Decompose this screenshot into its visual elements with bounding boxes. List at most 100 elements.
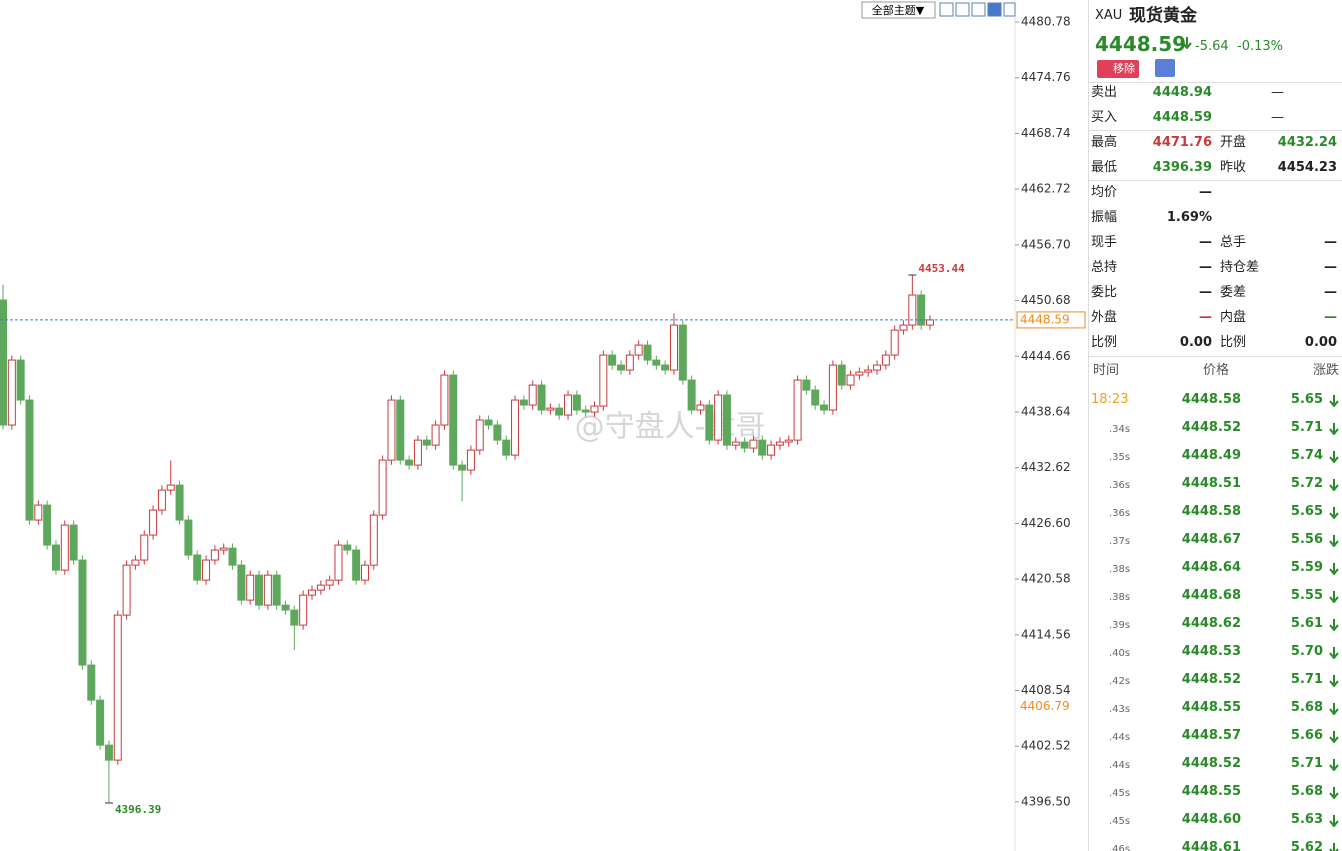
candle-body	[873, 364, 882, 371]
candle-body	[881, 354, 890, 366]
candle-body	[449, 374, 458, 466]
arrow-icon	[1329, 619, 1339, 632]
tick-time: .34s	[1109, 424, 1131, 435]
separator	[1089, 356, 1342, 357]
quote-value: —	[1324, 260, 1337, 275]
candle-body	[316, 584, 325, 591]
change-pct: -0.13%	[1237, 39, 1283, 54]
tick-price: 4448.60	[1181, 812, 1241, 827]
candle-body	[758, 439, 767, 456]
candle-body	[334, 544, 343, 581]
tick-arrow	[1329, 814, 1339, 832]
tick-price: 4448.58	[1181, 504, 1241, 519]
tick-price: 4448.52	[1181, 420, 1241, 435]
toolbar-icon[interactable]	[955, 2, 970, 17]
separator	[1089, 130, 1342, 131]
theme-menu-label[interactable]: 全部主题▼	[872, 3, 925, 17]
tick-change: 5.68	[1290, 784, 1323, 799]
tick-arrow	[1329, 562, 1339, 580]
tick-price: 4448.62	[1181, 616, 1241, 631]
arrow-icon	[1329, 535, 1339, 548]
tick-header: 涨跌	[1312, 363, 1339, 378]
quote-value: 0.00	[1179, 335, 1212, 350]
alert-button[interactable]	[1155, 59, 1175, 77]
tick-change: 5.66	[1290, 728, 1323, 743]
candle-body	[272, 574, 281, 606]
tick-time: .43s	[1109, 704, 1131, 715]
tick-arrow	[1329, 506, 1339, 524]
y-tick-label: 4402.52	[1021, 739, 1071, 753]
candle-body	[855, 371, 864, 376]
candle-body	[87, 664, 96, 701]
candle-body	[740, 441, 749, 449]
quote-value: —	[1199, 285, 1212, 300]
candle-body	[25, 399, 34, 521]
quote-value: —	[1199, 185, 1212, 200]
candle-body	[820, 404, 829, 411]
arrow-icon	[1329, 759, 1339, 772]
candle-body	[202, 559, 211, 581]
y-tick-label: 4462.72	[1021, 182, 1071, 196]
quote-label: 均价	[1091, 185, 1118, 200]
candle-body	[43, 504, 52, 546]
tick-change: 5.56	[1290, 532, 1323, 547]
candle-body	[502, 439, 511, 456]
arrow-icon	[1329, 843, 1339, 851]
tick-arrow	[1329, 478, 1339, 496]
tick-arrow	[1329, 730, 1339, 748]
arrow-icon	[1182, 37, 1192, 50]
arrow-icon	[1329, 815, 1339, 828]
quote-panel: XAU 现货黄金 4448.59 -5.64 -0.13% 移除 卖出 4448.94 — 买入 4…	[1088, 0, 1342, 851]
tick-time: .35s	[1109, 452, 1131, 463]
quote-label: 买入	[1091, 110, 1118, 125]
tick-time: .46s	[1109, 844, 1131, 851]
quote-value: —	[1324, 310, 1337, 325]
candle-body	[16, 359, 25, 401]
candle-body	[193, 554, 202, 581]
y-tick-label: 4450.68	[1021, 293, 1071, 307]
arrow-icon	[1329, 647, 1339, 660]
candle-body	[767, 444, 776, 456]
tick-change: 5.59	[1290, 560, 1323, 575]
candle-body	[140, 534, 149, 561]
y-tick-label: 4456.70	[1021, 237, 1071, 251]
tick-arrow	[1329, 842, 1339, 851]
tick-time: .45s	[1109, 816, 1131, 827]
candle-body	[113, 614, 122, 761]
candle-body	[219, 547, 228, 551]
toolbar-icon[interactable]	[1003, 2, 1016, 17]
tick-change: 5.71	[1290, 672, 1323, 687]
toolbar-icon[interactable]	[939, 2, 954, 17]
quote-value: 4396.39	[1152, 160, 1212, 175]
candle-body	[34, 504, 43, 521]
candle-body	[714, 394, 723, 441]
tick-arrow	[1329, 646, 1339, 664]
tick-arrow	[1329, 394, 1339, 412]
quote-value: 4448.94	[1152, 85, 1212, 100]
tick-arrow	[1329, 534, 1339, 552]
extreme-label: 4396.39	[115, 803, 161, 816]
theme-menu[interactable]	[861, 1, 936, 19]
candle-body	[157, 489, 166, 511]
quote-value: —	[1324, 235, 1337, 250]
candle-body	[926, 319, 934, 326]
y-tick-label: 4438.64	[1021, 404, 1071, 418]
arrow-icon	[1329, 675, 1339, 688]
candle-body	[811, 389, 820, 406]
arrow-icon	[1329, 507, 1339, 520]
remove-button[interactable]: 移除	[1097, 60, 1139, 78]
tick-time: .45s	[1109, 788, 1131, 799]
quote-label: —	[1271, 85, 1284, 100]
candle-body	[69, 524, 78, 561]
toolbar-icon[interactable]	[971, 2, 986, 17]
candle-body	[246, 574, 255, 601]
tick-price: 4448.55	[1181, 700, 1241, 715]
y-tick-label: 4420.58	[1021, 572, 1071, 586]
toolbar-icons	[939, 2, 1016, 17]
tick-time: .36s	[1109, 480, 1131, 491]
candle-body	[546, 407, 555, 411]
candle-body	[343, 544, 352, 551]
tick-header: 时间	[1093, 363, 1120, 378]
toolbar-icon[interactable]	[987, 2, 1002, 17]
